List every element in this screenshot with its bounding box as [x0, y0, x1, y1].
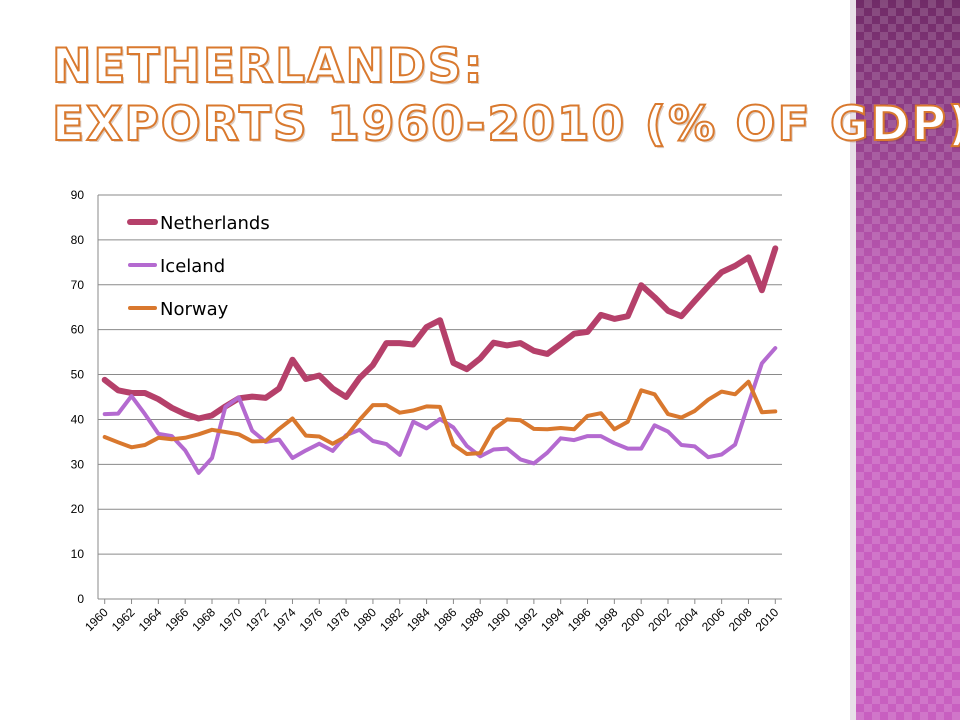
x-tick-label: 1982: [377, 605, 406, 634]
x-tick-label: 1966: [163, 605, 192, 634]
x-tick-label: 1998: [592, 605, 621, 634]
series-line-norway: [102, 379, 778, 456]
x-tick-label: 1996: [565, 605, 594, 634]
x-tick-label: 1974: [270, 605, 299, 634]
x-tick-label: 1986: [431, 605, 460, 634]
x-tick-label: 1994: [538, 605, 567, 634]
y-tick-label: 0: [77, 592, 84, 606]
decorative-sidebar: [856, 0, 960, 720]
x-tick-label: 1988: [458, 605, 487, 634]
series-line-iceland: [102, 346, 778, 475]
x-tick-label: 2004: [672, 605, 701, 634]
x-tick-label: 1990: [484, 605, 513, 634]
legend-label-netherlands: Netherlands: [160, 213, 270, 234]
title-line-2: Exports 1960-2010 (% of GDP): [51, 96, 960, 153]
y-tick-label: 80: [71, 233, 85, 247]
x-tick-label: 2006: [699, 605, 728, 634]
title-line-1: Netherlands:: [51, 38, 485, 95]
x-tick-label: 1970: [216, 605, 245, 634]
legend-label-norway: Norway: [160, 299, 229, 320]
y-tick-label: 70: [71, 278, 85, 292]
x-tick-label: 1960: [82, 605, 111, 634]
x-tick-label: 1978: [323, 605, 352, 634]
x-tick-label: 1984: [404, 605, 433, 634]
x-tick-label: 1980: [350, 605, 379, 634]
y-tick-label: 10: [71, 547, 85, 561]
x-tick-label: 2002: [645, 605, 674, 634]
x-tick-label: 1992: [511, 605, 540, 634]
x-tick-label: 2008: [726, 605, 755, 634]
y-tick-label: 60: [71, 323, 85, 337]
y-tick-label: 40: [71, 412, 85, 426]
legend-label-iceland: Iceland: [160, 256, 225, 277]
x-tick-label: 1962: [109, 605, 138, 634]
y-tick-label: 50: [71, 368, 85, 382]
y-tick-label: 30: [71, 457, 85, 471]
x-tick-label: 1976: [297, 605, 326, 634]
x-tick-label: 1972: [243, 605, 272, 634]
x-tick-label: 2000: [619, 605, 648, 634]
sidebar-edge: [850, 0, 856, 720]
x-tick-label: 2010: [753, 605, 782, 634]
x-tick-label: 1968: [189, 605, 218, 634]
y-tick-label: 90: [71, 188, 85, 202]
x-tick-label: 1964: [136, 605, 165, 634]
series-line-netherlands: [101, 245, 779, 422]
y-tick-label: 20: [71, 502, 85, 516]
slide-title: Netherlands: Exports 1960-2010 (% of GDP…: [51, 38, 960, 154]
